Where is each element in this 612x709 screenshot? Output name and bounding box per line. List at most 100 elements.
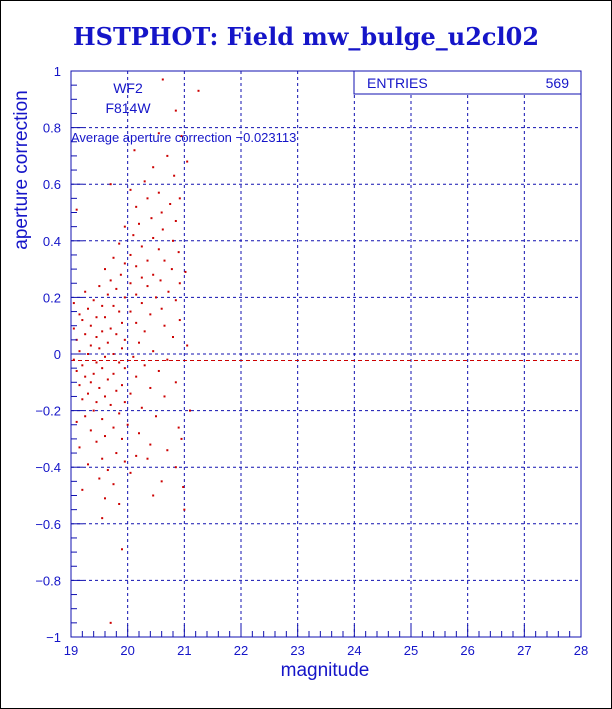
data-point	[72, 302, 75, 305]
data-point	[101, 304, 104, 307]
data-point	[81, 398, 84, 401]
y-axis-label: aperture correction	[11, 90, 32, 249]
y-tick-label: 0.4	[43, 234, 61, 249]
data-point	[118, 412, 121, 415]
data-point	[157, 132, 160, 135]
data-points	[72, 78, 200, 624]
data-point	[72, 327, 75, 330]
data-point	[143, 330, 146, 333]
data-point	[152, 166, 155, 169]
data-point	[78, 313, 81, 316]
data-point	[166, 154, 169, 157]
data-point	[98, 477, 101, 480]
data-point	[177, 251, 180, 254]
data-point	[135, 205, 138, 208]
data-point	[174, 381, 177, 384]
data-point	[109, 327, 112, 330]
average-correction-label: Average aperture correction −0.023113	[71, 130, 296, 145]
data-point	[104, 497, 106, 500]
data-point	[178, 282, 181, 285]
data-point	[129, 282, 132, 285]
entries-label: ENTRIES	[367, 75, 428, 91]
data-point	[112, 256, 115, 259]
data-point	[106, 341, 109, 344]
entries-value: 569	[546, 75, 570, 91]
data-point	[152, 273, 155, 276]
data-point	[84, 290, 87, 293]
data-point	[186, 344, 189, 347]
data-point	[197, 89, 200, 92]
data-point	[157, 248, 160, 251]
x-tick-label: 22	[234, 643, 248, 658]
data-point	[150, 217, 153, 220]
data-point	[138, 432, 140, 435]
data-point	[140, 406, 143, 409]
data-point	[172, 239, 174, 242]
y-tick-label: 1	[54, 64, 61, 79]
data-point	[81, 488, 84, 491]
data-point	[160, 307, 163, 310]
data-point	[104, 355, 106, 358]
data-point	[149, 386, 152, 389]
data-point	[178, 319, 181, 322]
data-point	[129, 471, 132, 474]
data-point	[135, 265, 138, 268]
data-point	[180, 437, 183, 440]
data-point	[180, 135, 183, 138]
stats-box: ENTRIES 569	[353, 70, 582, 95]
x-tick-label: 23	[290, 643, 304, 658]
data-point	[129, 310, 132, 313]
y-tick-label: −0.4	[35, 460, 61, 475]
data-point	[104, 316, 106, 319]
data-point	[121, 384, 123, 387]
data-point	[101, 330, 104, 333]
data-point	[101, 367, 104, 370]
data-point	[163, 259, 166, 262]
x-tick-label: 19	[64, 643, 78, 658]
x-tick-label: 27	[517, 643, 531, 658]
data-point	[186, 160, 189, 163]
data-point	[138, 222, 140, 225]
data-point	[173, 174, 176, 177]
data-point	[104, 395, 106, 398]
data-point	[166, 449, 169, 452]
data-point	[169, 203, 172, 206]
grid	[71, 71, 581, 637]
data-point	[112, 483, 115, 486]
data-point	[87, 463, 89, 466]
data-point	[104, 435, 106, 438]
data-point	[174, 466, 177, 469]
data-point	[75, 420, 78, 423]
filter-label: F814W	[105, 100, 151, 116]
data-point	[92, 372, 95, 375]
data-point	[84, 415, 87, 418]
data-point	[132, 355, 135, 358]
x-tick-labels: 19 20 21 22 23 24 25 26 27 28	[64, 643, 588, 658]
x-tick-label: 24	[347, 643, 361, 658]
data-point	[146, 457, 149, 460]
data-point	[121, 347, 123, 350]
data-point	[112, 372, 115, 375]
y-tick-labels: −1 −0.8 −0.6 −0.4 −0.2 0 0.2 0.4 0.6 0.8 1	[35, 64, 61, 645]
data-point	[118, 310, 121, 313]
data-point	[159, 279, 162, 282]
axis-ticks	[70, 70, 582, 638]
data-point	[112, 426, 115, 429]
y-tick-label: −0.8	[35, 573, 61, 588]
data-point	[174, 219, 177, 222]
data-point	[72, 358, 75, 361]
data-point	[87, 307, 89, 310]
data-point	[152, 494, 155, 497]
data-point	[155, 296, 157, 299]
data-point	[140, 276, 143, 279]
data-point	[123, 460, 126, 463]
data-point	[98, 285, 101, 288]
data-point	[146, 197, 149, 200]
data-point	[95, 316, 98, 319]
y-tick-label: −1	[46, 630, 61, 645]
data-point	[163, 324, 166, 327]
camera-label: WF2	[113, 80, 143, 96]
data-point	[135, 321, 138, 324]
data-point	[81, 364, 84, 367]
